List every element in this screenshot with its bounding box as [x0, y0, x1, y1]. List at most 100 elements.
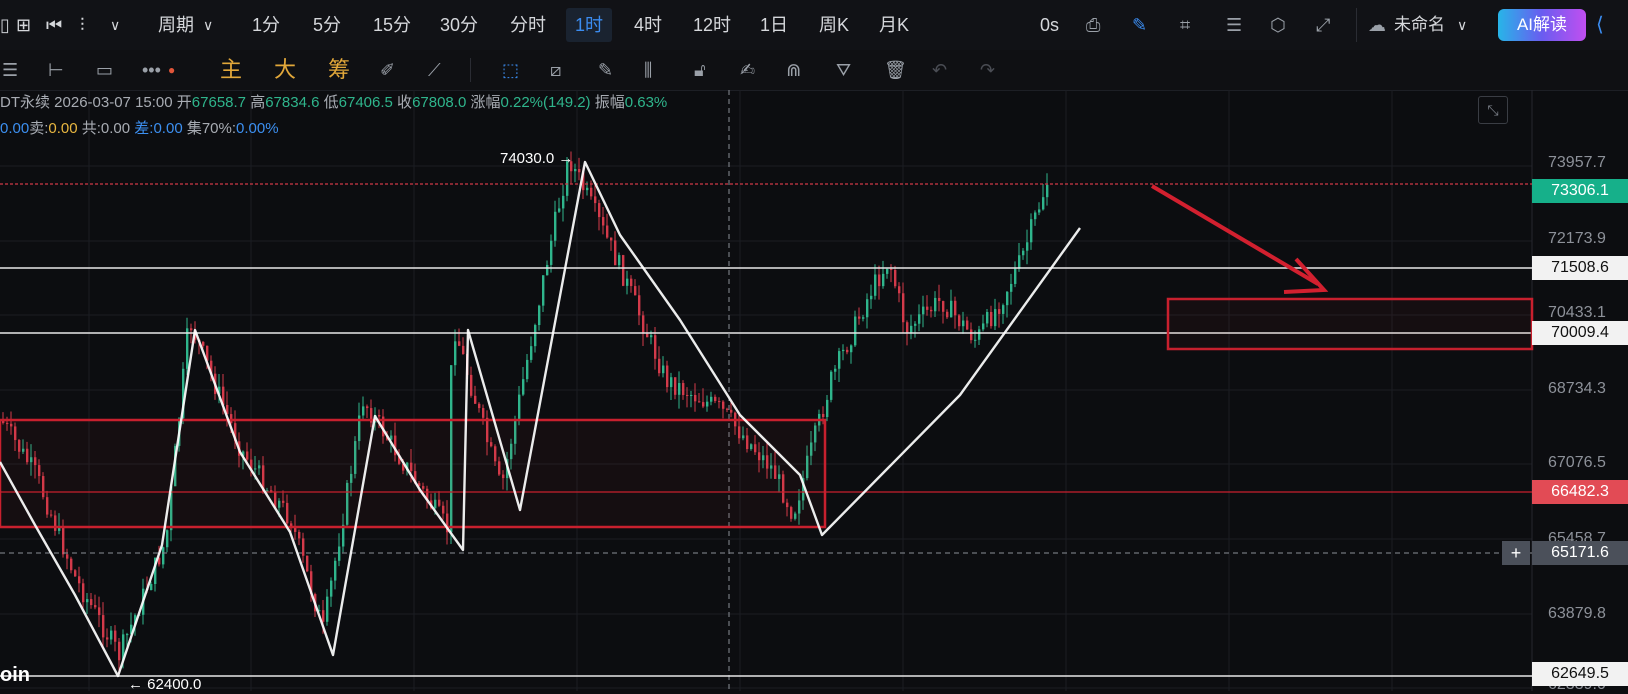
candle-body [166, 530, 169, 548]
ruler-icon[interactable]: ⧄ [550, 60, 562, 80]
more-icon[interactable]: ••• [142, 60, 161, 80]
rectangle-icon[interactable]: ▭ [96, 60, 114, 80]
cloud-icon[interactable]: ☁ [1368, 15, 1386, 35]
candle-body [150, 583, 153, 591]
interval-5m[interactable]: 5分 [312, 15, 341, 35]
interval-1d[interactable]: 1日 [759, 15, 788, 35]
interval-12h[interactable]: 12时 [692, 15, 732, 35]
candle-body [802, 478, 805, 501]
candle-body [686, 395, 689, 397]
low-value: 67406.5 [338, 94, 393, 111]
candle-body [670, 377, 673, 388]
indicator-main[interactable]: 主 [220, 57, 243, 82]
candle-body [866, 299, 869, 318]
interval-month[interactable]: 月K [878, 15, 909, 35]
interval-15m[interactable]: 15分 [372, 15, 412, 35]
candle-body [798, 500, 801, 514]
candle-body [402, 463, 405, 471]
candle-body [874, 274, 877, 296]
candle-body [602, 217, 605, 226]
candle-body [906, 322, 909, 334]
candle-body [838, 351, 841, 369]
candle-body [42, 476, 45, 498]
candle-body [858, 316, 861, 319]
candle-body [606, 225, 609, 238]
horizontal-line-icon[interactable]: ⊢ [48, 60, 64, 80]
menu-icon[interactable]: ☰ [2, 60, 19, 80]
grid-icon[interactable]: ⊞ [16, 15, 32, 35]
undo-icon[interactable]: ↶ [932, 60, 948, 80]
candle-body [10, 423, 13, 427]
candle-body [342, 524, 345, 547]
candle-body [990, 311, 993, 327]
rewind-icon[interactable]: ⏮ [46, 15, 63, 35]
interval-1h[interactable]: 1时 [566, 8, 612, 42]
candle-body [246, 451, 249, 460]
candle-body [354, 441, 357, 474]
chevron-down-icon[interactable]: ∨ [110, 17, 121, 33]
candle-body [82, 583, 85, 603]
indicator-big[interactable]: 大 [274, 57, 297, 82]
axis-tick: 70433.1 [1548, 304, 1606, 321]
filter-icon[interactable]: ⛛ [836, 60, 852, 80]
price-chart[interactable] [0, 90, 1628, 691]
settings-icon[interactable]: ⬡ [1270, 15, 1286, 35]
low-label: 低 [323, 94, 339, 111]
interval-30m[interactable]: 30分 [439, 15, 479, 35]
candle-body [946, 311, 949, 318]
candle-body [554, 211, 557, 241]
list-icon[interactable]: ☰ [1226, 15, 1243, 35]
candle-body [358, 415, 361, 442]
select-tool-icon[interactable]: ⬚ [502, 60, 520, 80]
candle-body [262, 465, 265, 492]
trash-icon[interactable]: 🗑︎ [884, 60, 907, 80]
pen-icon[interactable]: ✎ [1132, 15, 1148, 35]
candle-body [218, 386, 221, 394]
layout-chevron-icon[interactable]: ∨ [1457, 17, 1468, 33]
candle-body [550, 240, 553, 265]
panel-icon[interactable]: ▯ [0, 15, 10, 35]
interval-timeshare[interactable]: 分时 [510, 15, 546, 35]
low-point-label: ← 62400.0 [128, 676, 202, 693]
trend-tools-icon[interactable]: ⟋ [428, 60, 441, 80]
camera-icon[interactable]: ⎙ [1086, 15, 1101, 35]
candle-body [210, 360, 213, 374]
indicator-chips[interactable]: 筹 [328, 57, 351, 82]
candle-body [974, 339, 977, 341]
period-label[interactable]: 周期 [158, 15, 194, 35]
candle-body [182, 368, 185, 419]
candle-type-icon[interactable]: ⫶ [80, 15, 85, 35]
candle-body [994, 309, 997, 327]
add-alert-icon[interactable]: + [1502, 541, 1530, 565]
candle-body [630, 278, 633, 287]
lock-icon[interactable]: 🔓︎ [694, 60, 706, 80]
magic-pen-icon[interactable]: ✐ [380, 60, 396, 80]
candle-body [750, 444, 753, 450]
interval-week[interactable]: 周K [818, 15, 849, 35]
magnet-icon[interactable]: ⋒ [786, 60, 802, 80]
candle-body [78, 576, 81, 584]
high-point-label: 74030.0 → [500, 150, 574, 167]
concentration-label: 集70%: [186, 120, 237, 137]
candle-body [318, 610, 321, 612]
candle-body [530, 346, 533, 360]
redo-icon[interactable]: ↷ [980, 60, 996, 80]
fullscreen-icon[interactable]: ⤢ [1316, 15, 1331, 35]
share-icon[interactable]: ⟨ [1596, 14, 1604, 36]
interval-1m[interactable]: 1分 [251, 15, 280, 35]
brush-icon[interactable]: ✎ [598, 60, 614, 80]
candle-body [622, 255, 625, 286]
period-chevron-icon[interactable]: ∨ [203, 17, 214, 33]
candle-body [126, 634, 129, 636]
candle-body [698, 401, 701, 403]
layout-name[interactable]: 未命名 [1394, 15, 1445, 34]
cursor-icon[interactable]: ⌗ [1180, 15, 1191, 35]
ai-analysis-button[interactable]: AI解读 [1498, 9, 1586, 41]
expand-chart-icon[interactable]: ⤡ [1478, 96, 1508, 124]
candles-tool-icon[interactable]: ⫼ [644, 60, 653, 80]
interval-4h[interactable]: 4时 [633, 15, 662, 35]
candle-body [982, 323, 985, 330]
candle-body [918, 314, 921, 324]
candle-body [498, 461, 501, 475]
edit-note-icon[interactable]: ✍ [740, 60, 756, 80]
